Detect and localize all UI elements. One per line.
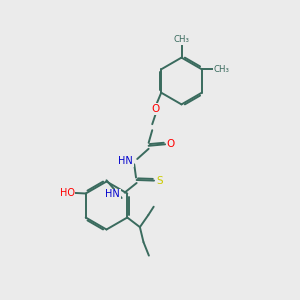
- Text: O: O: [167, 139, 175, 149]
- Text: CH₃: CH₃: [214, 65, 230, 74]
- Text: HN: HN: [105, 189, 120, 200]
- Text: HO: HO: [60, 188, 75, 198]
- Text: HN: HN: [118, 156, 133, 166]
- Text: S: S: [157, 176, 163, 186]
- Text: O: O: [152, 104, 160, 114]
- Text: CH₃: CH₃: [173, 35, 190, 44]
